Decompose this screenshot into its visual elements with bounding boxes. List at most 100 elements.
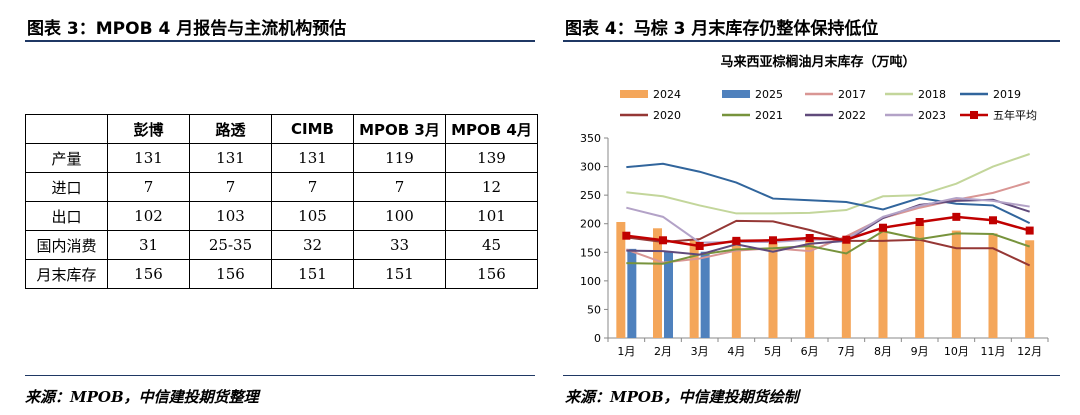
bar (988, 233, 998, 338)
table-cell: 131 (189, 143, 272, 173)
table-cell: 156 (189, 259, 272, 289)
table-cell: 131 (107, 143, 190, 173)
table-cell: 33 (353, 230, 446, 260)
legend-label: 2018 (918, 88, 946, 101)
table-header-cell: 路透 (189, 114, 272, 144)
figure3-source: 来源：MPOB，中信建投期货整理 (25, 388, 259, 406)
x-tick-label: 9月 (911, 345, 929, 358)
table-cell: 7 (107, 172, 190, 202)
x-tick-label: 4月 (727, 345, 745, 358)
y-tick-label: 250 (580, 189, 601, 202)
bar (700, 251, 710, 338)
x-tick-label: 10月 (944, 345, 969, 358)
series-line (626, 230, 1030, 265)
row-label: 国内消费 (25, 230, 108, 260)
x-tick-label: 8月 (874, 345, 892, 358)
table-header-cell: 彭博 (107, 114, 190, 144)
bar (841, 239, 851, 338)
y-tick-label: 200 (580, 218, 601, 231)
table-cell: 156 (445, 259, 538, 289)
x-tick-label: 6月 (801, 345, 819, 358)
table-cell: 105 (271, 201, 354, 231)
data-point (622, 231, 631, 240)
legend-label: 2023 (918, 109, 946, 122)
bar (616, 222, 626, 338)
y-tick-label: 100 (580, 275, 601, 288)
series-line (626, 153, 1030, 215)
legend-label: 2021 (755, 109, 783, 122)
bar (1025, 240, 1035, 338)
data-point (915, 218, 924, 226)
data-point (879, 223, 887, 232)
x-tick-label: 3月 (691, 345, 709, 358)
table-cell: 31 (107, 230, 190, 260)
table-header-cell: MPOB 3月 (353, 114, 446, 144)
x-tick-label: 7月 (837, 345, 855, 358)
legend-swatch (722, 90, 750, 98)
series-line (626, 162, 1031, 225)
table-header-row: 彭博 路透 CIMB MPOB 3月 MPOB 4月 (25, 114, 538, 144)
data-point (1025, 226, 1034, 235)
bar (951, 230, 961, 338)
table-cell: 100 (353, 201, 446, 231)
row-label: 产量 (25, 143, 108, 173)
legend-label: 2025 (755, 88, 783, 101)
chart-title: 马来西亚棕榈油月末库存（万吨） (720, 54, 915, 70)
bar (768, 239, 778, 338)
data-point (842, 235, 851, 244)
table-cell: 103 (189, 201, 272, 231)
figure4-source: 来源：MPOB，中信建投期货绘制 (565, 388, 799, 406)
palm-oil-stock-chart: 马来西亚棕榈油月末库存（万吨） 2024 2025 2017 2018 2019 2020 2… (580, 54, 1049, 358)
y-tick-label: 50 (587, 303, 601, 316)
table-cell: 131 (271, 143, 354, 173)
data-point (659, 236, 667, 245)
table-row: 国内消费 31 25-35 32 33 45 (25, 230, 538, 260)
table-cell: 7 (271, 172, 354, 202)
bar (664, 251, 673, 338)
bar (653, 228, 662, 338)
bar (915, 223, 925, 338)
series-line (626, 198, 1030, 256)
x-tick-label: 11月 (981, 345, 1006, 358)
figure4-title-rule (563, 40, 1060, 42)
figure3-title-rule (25, 40, 535, 42)
legend-label: 五年平均 (993, 108, 1037, 122)
y-tick-label: 350 (580, 132, 601, 145)
y-tick-label: 0 (594, 332, 601, 345)
legend-label: 2022 (838, 109, 866, 122)
legend-label: 2020 (653, 109, 681, 122)
bar (731, 238, 741, 338)
data-point (732, 236, 741, 245)
table-cell: 139 (445, 143, 538, 173)
y-tick-label: 150 (580, 246, 601, 259)
table-cell: 32 (271, 230, 354, 260)
mpob-estimate-table: 彭博 路透 CIMB MPOB 3月 MPOB 4月 产量 131 131 13… (25, 114, 538, 289)
legend-label: 2017 (838, 88, 866, 101)
bar (805, 239, 815, 338)
table-row: 产量 131 131 131 119 139 (25, 143, 538, 173)
x-tick-label: 5月 (764, 345, 782, 358)
row-label: 出口 (25, 201, 108, 231)
y-tick-label: 300 (580, 161, 601, 174)
x-tick-label: 1月 (617, 345, 635, 358)
figure3-title: 图表 3：MPOB 4 月报告与主流机构预估 (27, 19, 347, 39)
table-cell: 12 (445, 172, 538, 202)
legend-label: 2019 (993, 88, 1021, 101)
legend-swatch (620, 90, 648, 98)
table-row: 出口 102 103 105 100 101 (25, 201, 538, 231)
table-cell: 119 (353, 143, 446, 173)
bar (689, 240, 699, 338)
table-cell: 45 (445, 230, 538, 260)
figure3-bottom-rule (25, 375, 535, 376)
table-cell: 156 (107, 259, 190, 289)
table-row: 月末库存 156 156 151 151 156 (25, 259, 538, 289)
table-cell: 151 (353, 259, 446, 289)
figure4-title: 图表 4：马棕 3 月末库存仍整体保持低位 (565, 19, 879, 39)
series-line (626, 219, 1031, 267)
data-point (695, 242, 704, 250)
series-line (626, 215, 1031, 248)
table-cell: 101 (445, 201, 538, 231)
table-row: 进口 7 7 7 7 12 (25, 172, 538, 202)
table-cell: 102 (107, 201, 190, 231)
data-point (805, 234, 814, 242)
